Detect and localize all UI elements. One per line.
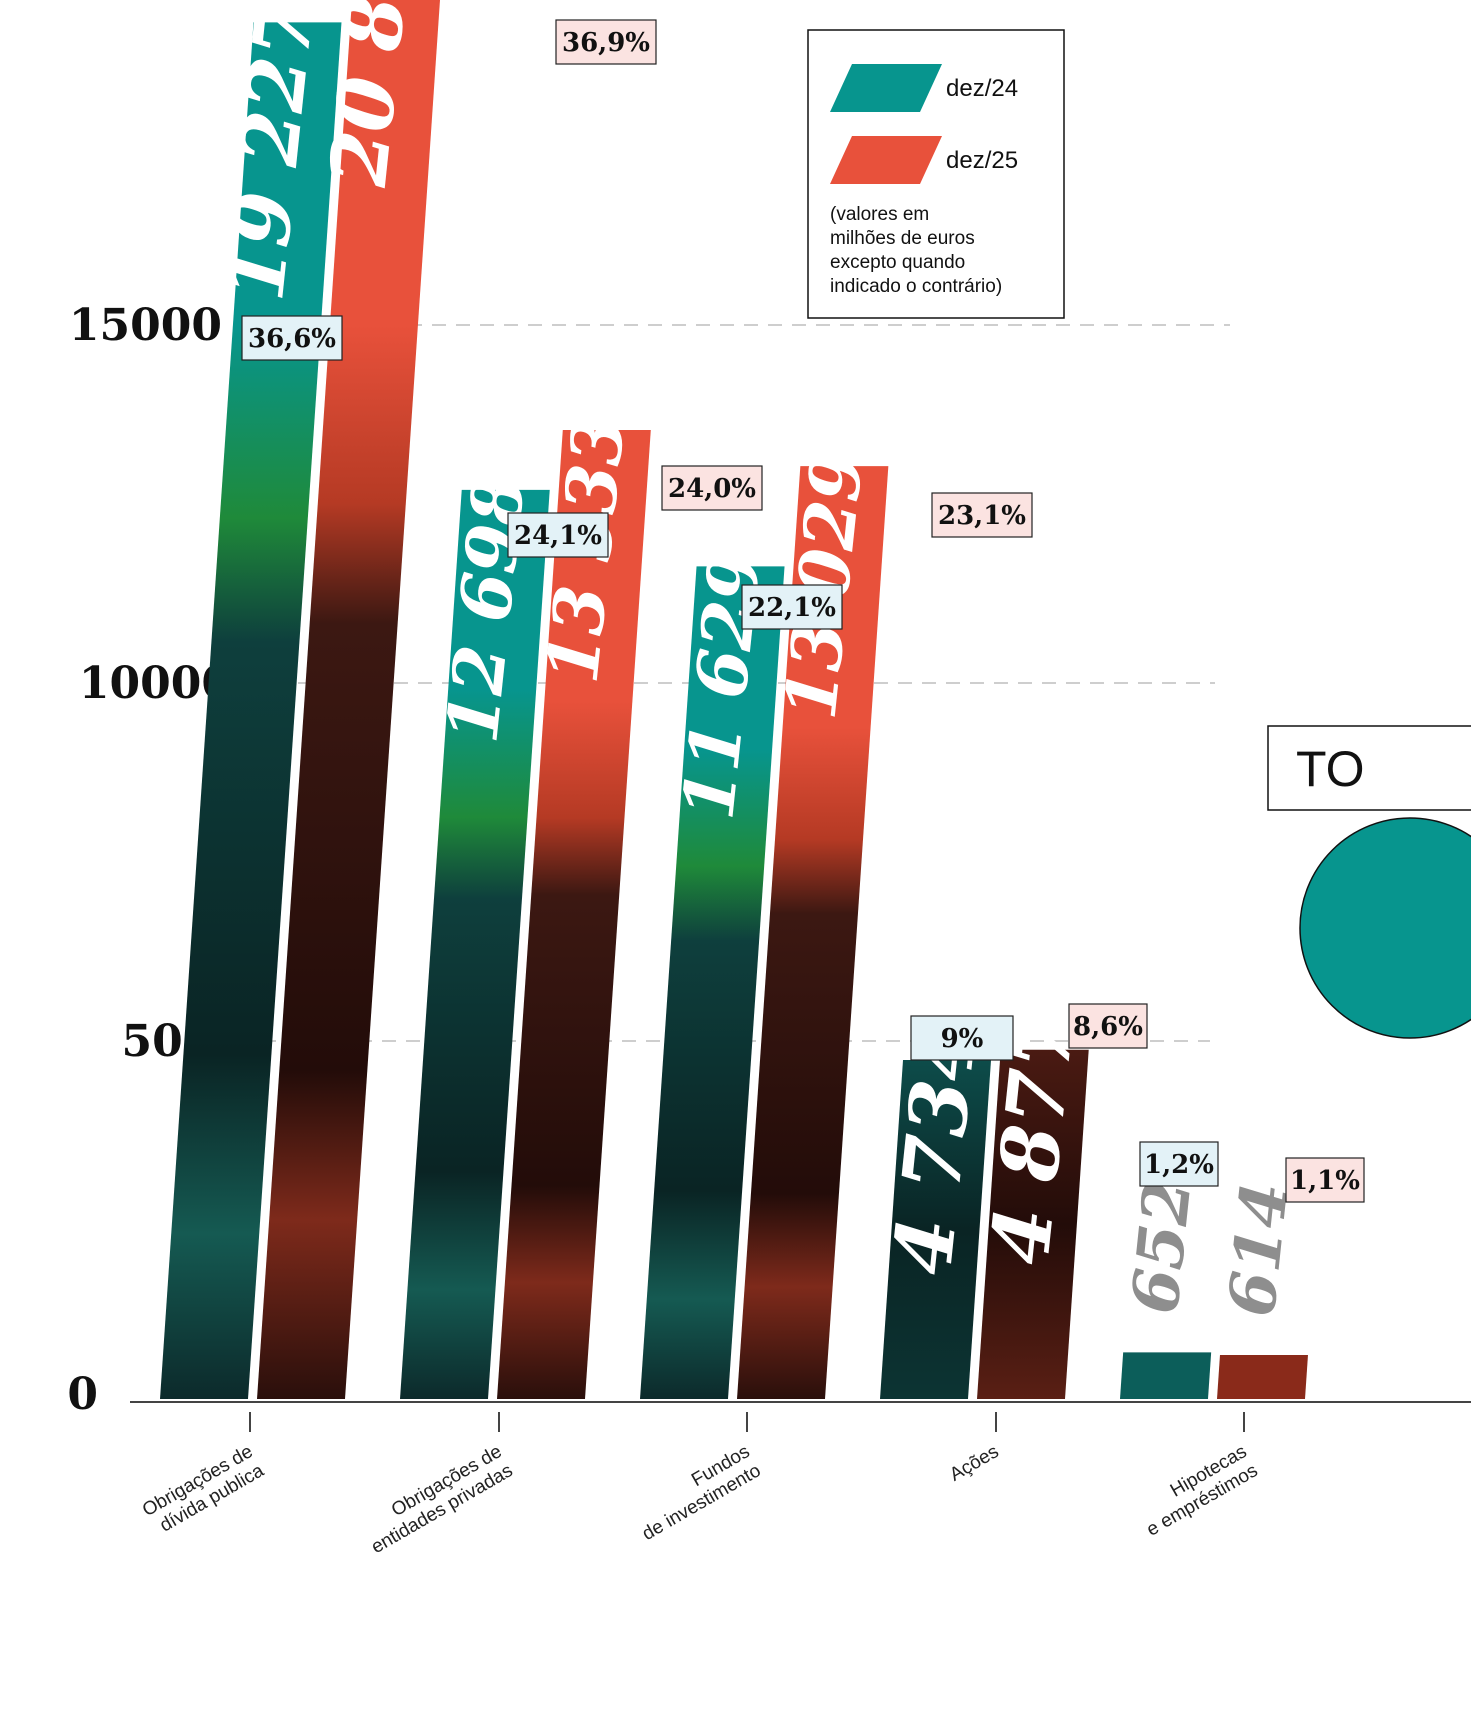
bar-dez/25-4	[1217, 1355, 1308, 1399]
share-text: 24,0%	[668, 474, 756, 504]
total-box	[1267, 725, 1471, 811]
legend-label-dez24: dez/24	[946, 75, 1018, 102]
share-text: 22,1%	[748, 593, 836, 623]
axes: Obrigações dedívida publica Obrigações de…	[130, 1401, 1471, 1558]
y-tick-label: 0	[67, 1369, 98, 1420]
share-box	[1139, 1141, 1219, 1187]
share-text: 36,9%	[562, 28, 650, 58]
share-text: 8,6%	[1073, 1012, 1143, 1042]
share-box	[1068, 1003, 1148, 1049]
legend-note-line: indicado o contrário)	[830, 276, 1002, 297]
share-label-dez/25-1: 24,0%	[661, 465, 763, 511]
total-label: TO	[1296, 741, 1365, 797]
share-text: 9%	[941, 1024, 984, 1054]
bar-dez/25-1	[497, 430, 651, 1399]
share-text: 24,1%	[514, 521, 602, 551]
share-label-dez/25-0: 36,9%	[555, 19, 657, 65]
legend: dez/24 dez/25 (valores em milhões de euros e…	[807, 29, 1471, 1039]
bar-dez/25-2	[737, 466, 889, 1399]
bar-dez/25-3	[977, 1049, 1089, 1399]
legend-swatch-dez24	[830, 64, 942, 112]
x-category-line: Ações	[946, 1441, 1002, 1486]
total-circle	[1299, 817, 1471, 1039]
share-label-dez/25-2: 23,1%	[931, 492, 1033, 538]
x-category-label: Obrigações dedívida publica	[139, 1441, 268, 1540]
bar-dez/24-4	[1120, 1352, 1212, 1399]
bar-dez/24-1	[400, 489, 550, 1399]
y-tick-label: 15000	[69, 300, 222, 351]
share-label-dez/24-0: 36,6%	[241, 315, 343, 361]
x-category-label: Obrigações deentidades privadas	[357, 1441, 517, 1558]
bar-dez/24-2	[640, 566, 785, 1399]
share-text: 36,6%	[248, 324, 336, 354]
share-text: 1,1%	[1290, 1166, 1360, 1196]
share-box	[555, 19, 657, 65]
share-box	[241, 315, 343, 361]
share-box	[931, 492, 1033, 538]
bars	[160, 0, 1308, 1399]
bar-dez/25-0	[257, 0, 440, 1399]
share-box	[741, 584, 843, 630]
value-label: 652	[1118, 1176, 1207, 1317]
share-label-dez/24-3: 9%	[910, 1015, 1014, 1061]
share-box	[910, 1015, 1014, 1061]
x-category-label: Fundosde investimento	[628, 1441, 765, 1545]
x-category-label: Ações	[946, 1441, 1002, 1486]
value-label: 614	[1215, 1179, 1304, 1320]
bar-dez/24-0	[160, 22, 342, 1399]
share-label-dez/24-2: 22,1%	[741, 584, 843, 630]
share-label-dez/24-1: 24,1%	[507, 512, 609, 558]
share-label-dez/25-4: 1,1%	[1285, 1157, 1365, 1203]
bar-dez/24-3	[880, 1060, 992, 1399]
share-box	[507, 512, 609, 558]
share-box	[661, 465, 763, 511]
legend-note-line: milhões de euros	[830, 228, 975, 249]
share-label-dez/24-4: 1,2%	[1139, 1141, 1219, 1187]
share-label-dez/25-3: 8,6%	[1068, 1003, 1148, 1049]
share-text: 1,2%	[1144, 1150, 1214, 1180]
share-box	[1285, 1157, 1365, 1203]
y-tick-label: 10000	[79, 658, 232, 709]
legend-swatch-dez25	[830, 136, 942, 184]
legend-note-line: (valores em	[830, 204, 929, 225]
legend-label-dez25: dez/25	[946, 147, 1018, 174]
share-text: 23,1%	[938, 501, 1026, 531]
x-category-label: Hipotecase empréstimos	[1132, 1441, 1261, 1541]
legend-note-line: excepto quando	[830, 252, 965, 273]
